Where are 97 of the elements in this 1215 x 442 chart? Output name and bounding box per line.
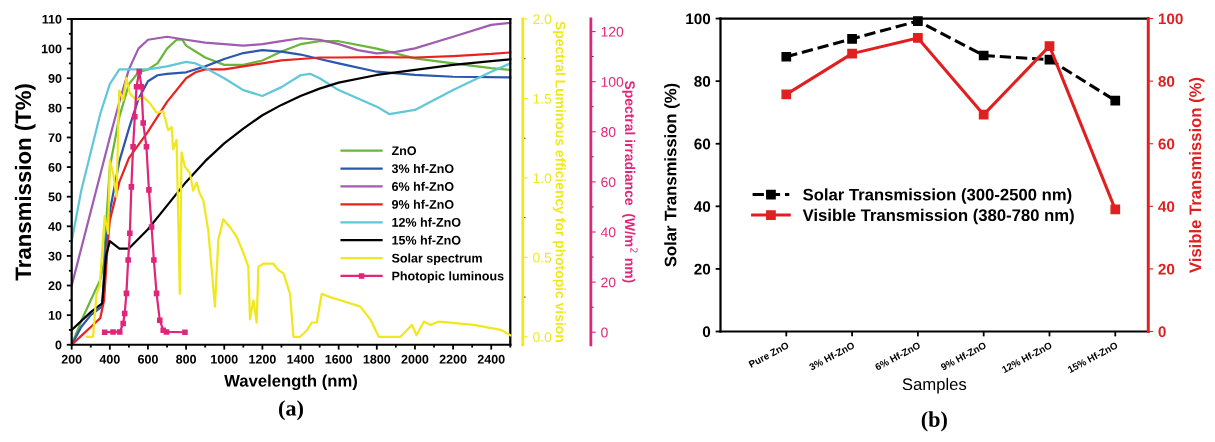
point — [163, 329, 170, 335]
y3-tick-label: 0 — [601, 327, 608, 338]
point — [847, 34, 857, 44]
x-tick-label: 1400 — [287, 354, 314, 364]
point — [136, 68, 142, 75]
y3-tick-label: 40 — [600, 227, 616, 238]
point — [101, 329, 108, 336]
y3-tick-label: 60 — [601, 177, 616, 188]
y-tick-label: 110 — [42, 14, 62, 24]
y-tick-label: 0 — [55, 340, 62, 350]
point — [151, 257, 157, 263]
y3-tick-label: 80 — [601, 127, 616, 137]
point — [157, 317, 163, 323]
y-tick-label: 100 — [41, 44, 62, 54]
point — [127, 230, 133, 237]
point — [130, 144, 136, 150]
x-tick-label: 400 — [99, 354, 120, 364]
point — [1110, 95, 1121, 106]
y2-axis-title: Visible Transmission (%) — [1188, 77, 1205, 273]
y-tick-label: 60 — [694, 138, 711, 150]
point — [1110, 204, 1121, 215]
point — [182, 329, 188, 336]
y2-tick-label: 0.5 — [533, 252, 552, 263]
point — [781, 89, 792, 100]
x-tick-label: 600 — [138, 354, 158, 364]
y3-tick-label: 120 — [601, 26, 624, 37]
point — [1044, 41, 1055, 51]
y-tick-label: 40 — [48, 222, 62, 231]
legend-label: 15% hf-ZnO — [392, 235, 461, 245]
x-tick-label: 2200 — [439, 354, 467, 364]
x-tick-label: 1800 — [363, 354, 391, 364]
y-axis-title: Transmission (T%) — [14, 84, 36, 281]
x-tick-label: 1000 — [211, 354, 238, 364]
x-axis-title: Wavelength (nm) — [224, 374, 357, 391]
legend-label: Visible Transmission (380-780 nm) — [802, 208, 1074, 225]
x-tick-label: 2000 — [401, 354, 429, 364]
x-tick-label: 2400 — [477, 354, 505, 364]
legend-label: Photopic luminous — [392, 271, 504, 283]
y-tick-label: 60 — [48, 162, 62, 172]
point — [120, 320, 126, 327]
point — [913, 33, 923, 43]
point — [140, 120, 146, 126]
y3-tick-label: 100 — [601, 76, 624, 87]
point — [116, 329, 123, 335]
y-tick-label: 80 — [48, 103, 62, 113]
legend-label: 9% hf-ZnO — [392, 199, 454, 209]
point — [125, 257, 131, 263]
legend-label: 6% hf-ZnO — [392, 181, 454, 191]
y-tick-label: 100 — [686, 13, 711, 25]
y-tick-label: 20 — [694, 263, 711, 275]
y2-tick-label: 2.0 — [533, 14, 552, 25]
y2-tick-label: 1.5 — [533, 93, 552, 104]
y2-tick-label: 60 — [1158, 138, 1175, 150]
y3-tick-label: 20 — [601, 277, 616, 288]
x-tick-label: 800 — [176, 354, 197, 364]
y-tick-label: 90 — [48, 74, 62, 83]
text: (b) — [921, 411, 947, 432]
y-tick-label: 20 — [48, 281, 62, 291]
y-tick-label: 30 — [48, 251, 62, 261]
y2-tick-label: 100 — [1158, 13, 1183, 25]
legend-label: ZnO — [391, 146, 417, 156]
y2-tick-label: 40 — [1158, 201, 1175, 213]
point — [847, 48, 857, 59]
x-axis-title: Samples — [902, 377, 967, 394]
y2-axis-title: Spectral Luminous efficiency for photopic vision — [552, 21, 566, 342]
point — [110, 329, 116, 335]
point — [148, 224, 155, 230]
point — [781, 51, 792, 62]
y-tick-label: 40 — [694, 201, 711, 213]
y2-tick-label: 0.0 — [533, 332, 552, 342]
y-tick-label: 50 — [48, 192, 62, 202]
y2-tick-label: 1.0 — [533, 173, 552, 184]
x-tick-label: 1200 — [249, 354, 276, 364]
legend-label: 3% hf-ZnO — [391, 163, 454, 174]
y-tick-label: 10 — [48, 310, 62, 320]
y-tick-label: 0 — [702, 326, 711, 338]
point — [143, 144, 150, 150]
legend-label: Solar Transmission (300-2500 nm) — [803, 188, 1072, 204]
y-tick-label: 80 — [694, 76, 711, 87]
x-tick-label: 200 — [61, 354, 82, 364]
y3-axis-title: Spectral irradiance (W/m$^{2}$ nm) — [622, 80, 638, 283]
x-tick-label: 1600 — [325, 354, 353, 364]
text: (a) — [279, 400, 303, 421]
y2-tick-label: 80 — [1158, 76, 1175, 87]
line-series — [70, 60, 512, 243]
point — [978, 109, 989, 120]
point — [128, 184, 135, 190]
point — [146, 187, 152, 193]
x-tick-label: Pure ZnO — [748, 341, 790, 368]
y-tick-label: 70 — [48, 133, 62, 143]
y-axis-title: Solar Transmission (%) — [664, 83, 680, 267]
point — [978, 50, 989, 61]
y2-tick-label: 0 — [1158, 326, 1166, 338]
legend-label: 12% hf-ZnO — [392, 217, 461, 227]
y2-tick-label: 20 — [1158, 263, 1175, 275]
point — [132, 113, 138, 120]
legend-label: Solar spectrum — [391, 253, 482, 266]
